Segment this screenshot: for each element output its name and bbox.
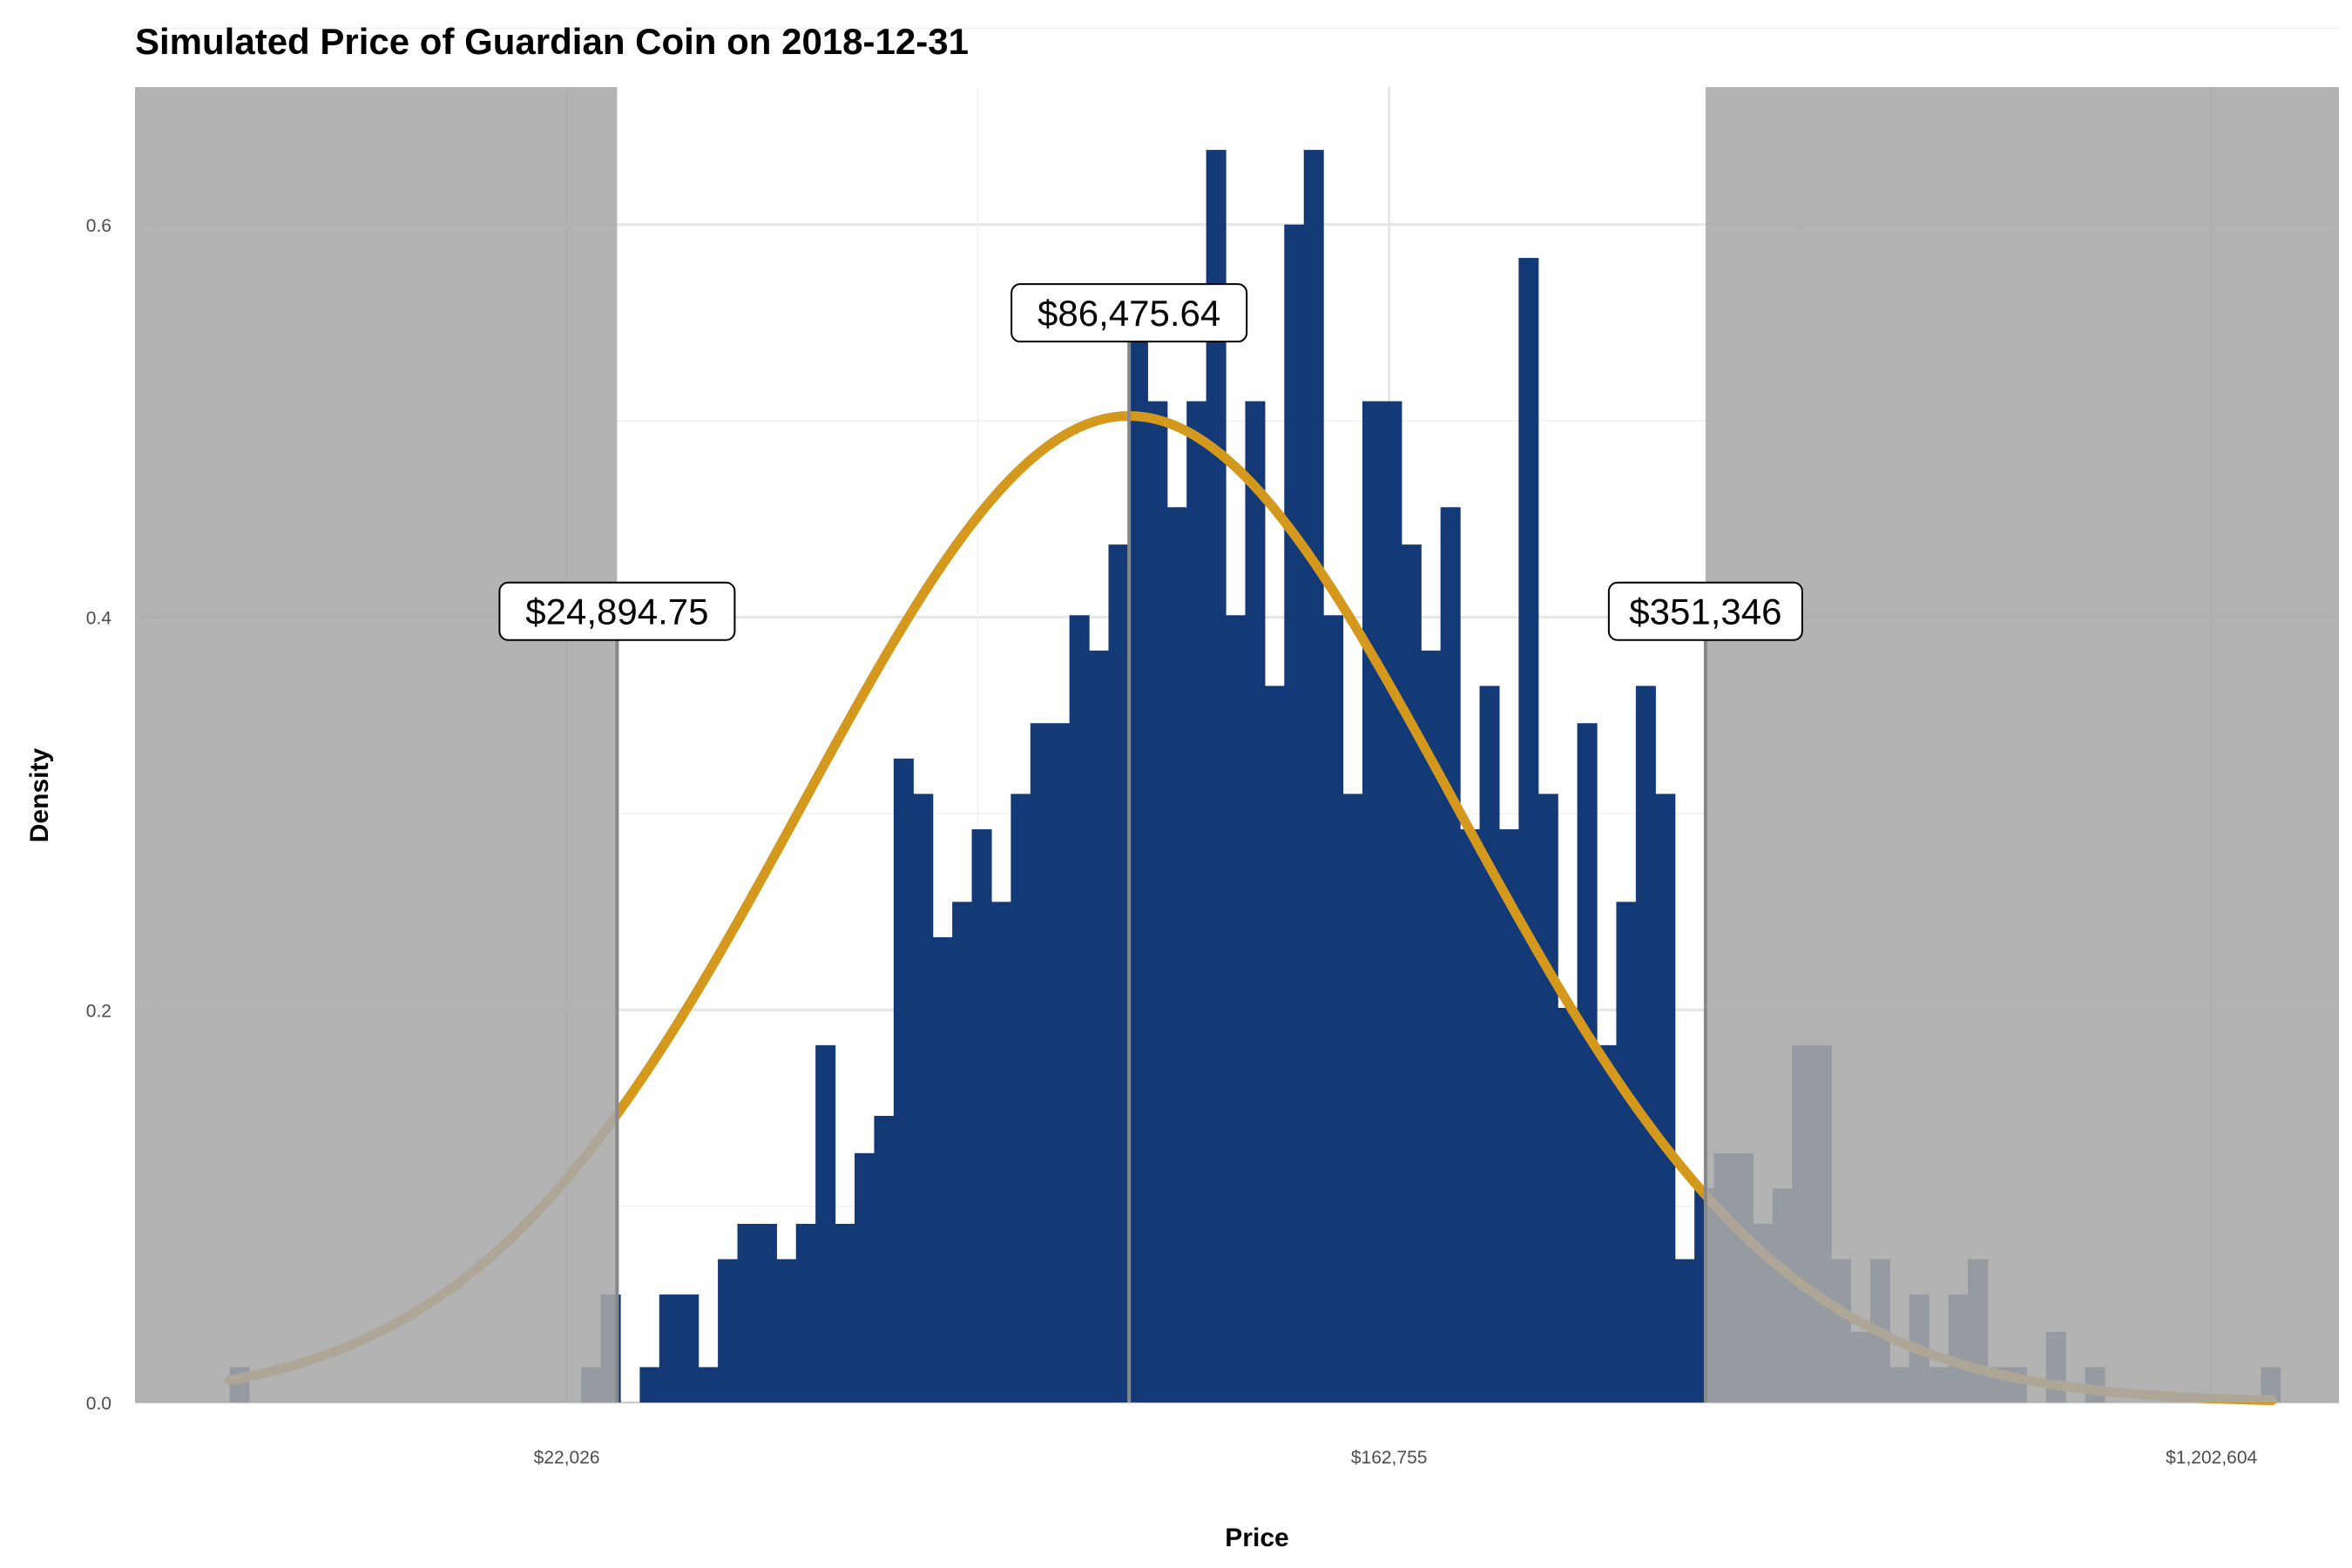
histogram-bar [1226, 615, 1247, 1402]
y-tick-label-0: 0.0 [86, 1394, 112, 1414]
histogram-bar [1323, 615, 1344, 1402]
x-axis-ticks: $22,026 $162,755 $1,202,604 [534, 1448, 2258, 1468]
annotation-box-upper [1607, 581, 1803, 641]
histogram-bar [1401, 544, 1422, 1402]
histogram-bar [737, 1223, 758, 1402]
histogram-bar [1460, 828, 1481, 1402]
histogram-bar [990, 902, 1011, 1402]
histogram-bar [1362, 401, 1382, 1402]
lower-tail-shade [135, 87, 618, 1402]
histogram-bar [855, 1152, 875, 1402]
histogram-bar [1108, 544, 1129, 1402]
y-tick-label-3: 0.6 [86, 216, 112, 236]
annotation-lines [615, 332, 1707, 1402]
y-axis-ticks: 0.0 0.2 0.4 0.6 [86, 216, 112, 1414]
histogram-bar [1342, 794, 1363, 1402]
histogram-bar [1635, 686, 1656, 1402]
histogram-bar [971, 828, 992, 1402]
histogram-bar [1245, 401, 1266, 1402]
histogram-bar [1030, 723, 1051, 1402]
y-tick-label-1: 0.2 [86, 1001, 112, 1021]
histogram-bar [1284, 224, 1305, 1402]
annotation-label-median: $86,475.64 [1037, 293, 1220, 334]
histogram-bar [1303, 150, 1324, 1403]
tail-shading [135, 87, 2339, 1402]
annotation-box-lower [498, 581, 736, 641]
histogram-bar [756, 1223, 777, 1402]
histogram-bar [1597, 1044, 1618, 1402]
histogram-bar [1264, 686, 1285, 1402]
histogram-bar [1674, 1259, 1695, 1402]
y-tick-label-2: 0.4 [86, 609, 112, 629]
histogram-bar [1518, 258, 1539, 1403]
histogram-bar [815, 1044, 836, 1402]
histogram-bar [913, 794, 934, 1402]
histogram-bar [639, 1367, 660, 1402]
x-tick-label-0: $22,026 [534, 1448, 600, 1468]
annotation-box-median [1010, 283, 1248, 343]
annotation-label-lower: $24,894.75 [525, 591, 708, 632]
histogram-bar [1479, 686, 1500, 1402]
histogram-bar [1127, 293, 1148, 1402]
histogram-bar [1147, 401, 1168, 1402]
histogram-bar [1069, 615, 1090, 1402]
annotation-label-upper: $351,346 [1629, 591, 1781, 632]
histogram-bar [932, 936, 953, 1402]
histogram-bar [776, 1259, 797, 1402]
histogram-bar [1440, 507, 1461, 1402]
x-tick-label-1: $162,755 [1351, 1448, 1428, 1468]
histogram-bar [1089, 650, 1110, 1402]
histogram-bar [679, 1294, 700, 1402]
histogram-bar [795, 1223, 816, 1402]
histogram-bar [1421, 650, 1442, 1402]
histogram-bar [1616, 902, 1637, 1402]
histogram-bar [1010, 794, 1031, 1402]
histogram-bar [1050, 723, 1071, 1402]
histogram-bar [1538, 794, 1558, 1402]
histogram-bar [1382, 401, 1402, 1402]
histogram-bar [1577, 723, 1598, 1402]
upper-tail-shade [1705, 87, 2339, 1402]
annotation-labels: $24,894.75 $86,475.64 $351,346 [498, 283, 1803, 641]
histogram-bar [698, 1367, 719, 1402]
histogram-bar [1498, 828, 1519, 1402]
histogram-bar [893, 758, 914, 1402]
chart-title: Simulated Price of Guardian Coin on 2018… [135, 21, 969, 62]
histogram-bar [1166, 507, 1187, 1402]
histogram-bar [1206, 150, 1227, 1403]
y-axis-title: Density [25, 748, 54, 843]
histogram-bar [835, 1223, 855, 1402]
histogram-bar [659, 1294, 679, 1402]
histogram-bar [718, 1259, 739, 1402]
histogram-bar [1186, 401, 1207, 1402]
x-tick-label-2: $1,202,604 [2166, 1448, 2257, 1468]
histogram-bar [1655, 794, 1676, 1402]
histogram-bar [1558, 1008, 1578, 1402]
x-axis-title: Price [1225, 1524, 1288, 1552]
histogram-bar [874, 1115, 895, 1402]
histogram-bar [952, 902, 973, 1402]
